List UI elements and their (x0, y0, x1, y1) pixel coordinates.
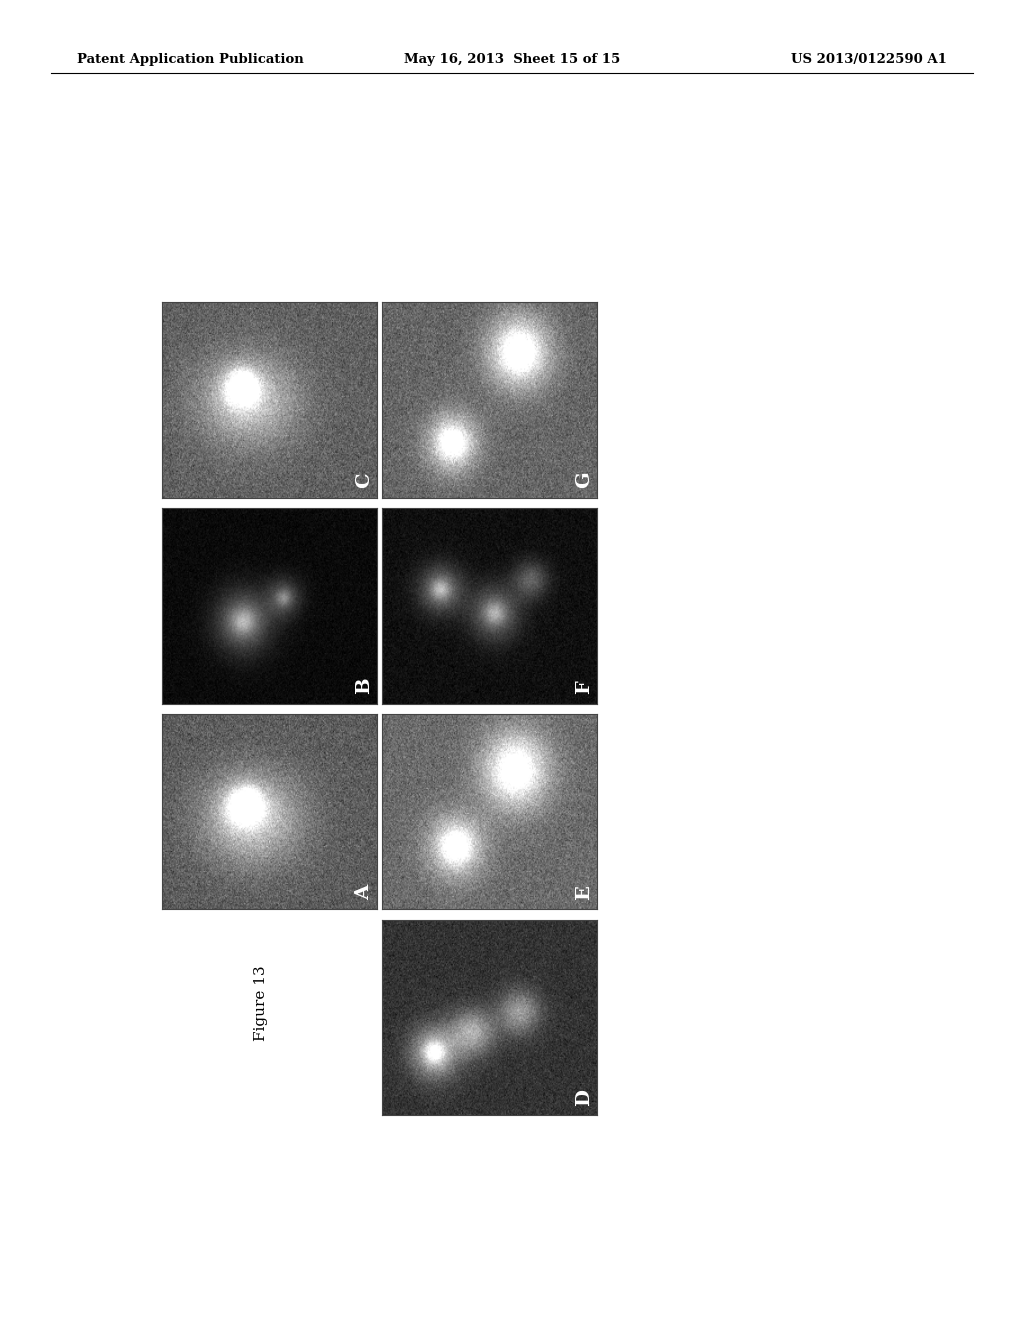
Text: B: B (355, 677, 373, 694)
Text: C: C (355, 473, 373, 488)
Text: May 16, 2013  Sheet 15 of 15: May 16, 2013 Sheet 15 of 15 (403, 53, 621, 66)
Text: G: G (575, 471, 593, 488)
Text: F: F (575, 680, 593, 694)
Text: A: A (355, 884, 373, 900)
Text: Figure 13: Figure 13 (254, 965, 268, 1041)
Text: Patent Application Publication: Patent Application Publication (77, 53, 303, 66)
Text: E: E (575, 884, 593, 900)
Text: US 2013/0122590 A1: US 2013/0122590 A1 (792, 53, 947, 66)
Text: D: D (575, 1089, 593, 1106)
